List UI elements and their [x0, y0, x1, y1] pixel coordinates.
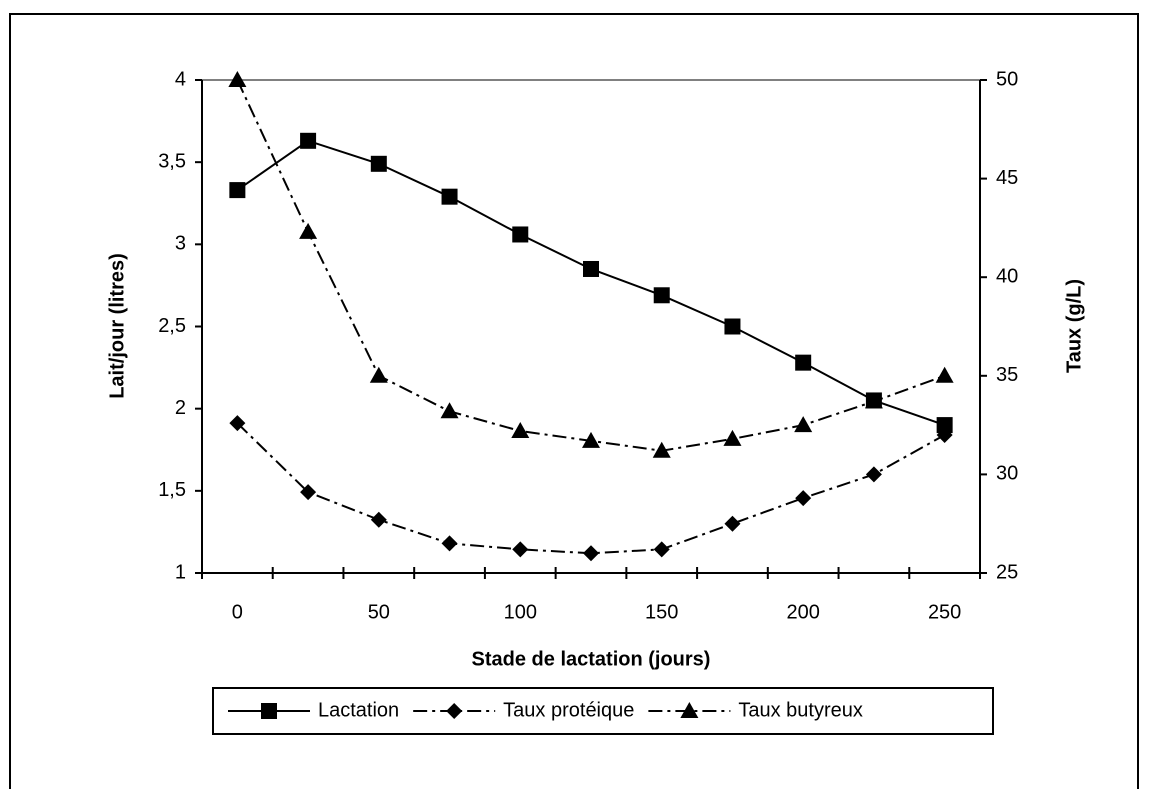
marker — [229, 182, 245, 198]
marker — [442, 535, 458, 551]
marker — [299, 223, 317, 239]
marker — [512, 541, 528, 557]
y-tick-label: 3,5 — [158, 150, 186, 172]
marker — [261, 703, 277, 719]
x-tick-label: 150 — [645, 601, 678, 623]
legend-label: Taux butyreux — [738, 699, 863, 721]
marker — [654, 287, 670, 303]
marker — [794, 416, 812, 432]
x-axis-title: Stade de lactation (jours) — [472, 648, 711, 670]
x-tick-label: 100 — [504, 601, 537, 623]
y-tick-label: 4 — [175, 68, 186, 90]
y-tick-label: 1,5 — [158, 479, 186, 501]
marker — [795, 355, 811, 371]
y2-tick-label: 30 — [996, 463, 1018, 485]
y-tick-label: 2,5 — [158, 315, 186, 337]
y-tick-label: 1 — [175, 561, 186, 583]
y-axis-title: Lait/jour (litres) — [106, 253, 128, 399]
marker — [583, 545, 599, 561]
legend-label: Lactation — [318, 699, 399, 721]
marker — [300, 133, 316, 149]
chart: Stade de lactation (jours) Lait/jour (li… — [0, 0, 1149, 789]
y-tick-label: 2 — [175, 397, 186, 419]
marker — [866, 466, 882, 482]
marker — [795, 490, 811, 506]
marker — [724, 516, 740, 532]
y2-tick-label: 50 — [996, 68, 1018, 90]
legend: Lactation Taux protéique Taux butyreux — [213, 688, 993, 734]
marker — [442, 189, 458, 205]
x-tick-label: 50 — [368, 601, 390, 623]
y2-tick-label: 25 — [996, 561, 1018, 583]
x-tick-label: 200 — [786, 601, 819, 623]
x-tick-label: 0 — [232, 601, 243, 623]
marker — [371, 512, 387, 528]
y2-tick-label: 45 — [996, 167, 1018, 189]
marker — [512, 226, 528, 242]
y-tick-label: 3 — [175, 233, 186, 255]
legend-label: Taux protéique — [503, 699, 634, 721]
marker — [723, 430, 741, 446]
marker — [371, 156, 387, 172]
marker — [441, 402, 459, 418]
series-line — [237, 141, 944, 425]
marker — [936, 367, 954, 383]
y2-tick-label: 40 — [996, 265, 1018, 287]
marker — [370, 367, 388, 383]
page: Stade de lactation (jours) Lait/jour (li… — [0, 0, 1149, 789]
marker — [724, 319, 740, 335]
y2-tick-label: 35 — [996, 364, 1018, 386]
y2-axis-title: Taux (g/L) — [1063, 279, 1085, 373]
marker — [583, 261, 599, 277]
x-tick-label: 250 — [928, 601, 961, 623]
marker — [511, 422, 529, 438]
marker — [654, 541, 670, 557]
